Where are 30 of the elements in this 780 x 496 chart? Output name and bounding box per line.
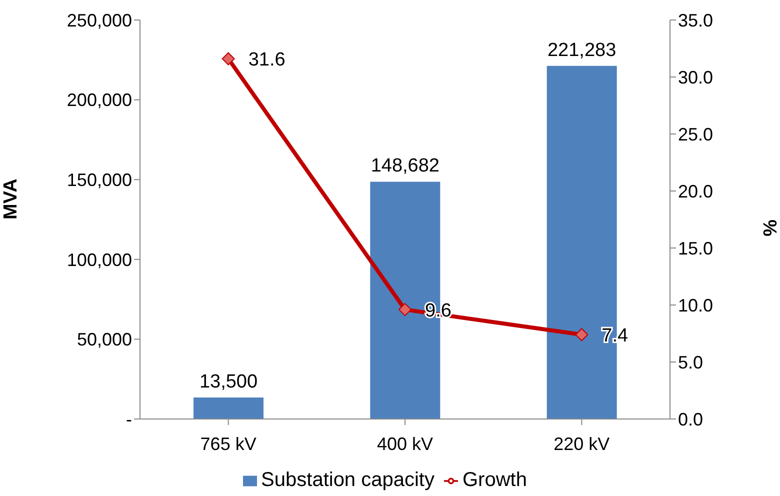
y-tick-label: 200,000	[66, 90, 132, 110]
point	[398, 303, 412, 316]
y-axis-title: MVA	[0, 178, 22, 220]
y-tick-label: 150,000	[66, 170, 132, 190]
y2-tick-label: 15.0	[678, 238, 714, 258]
y-tick-label: -	[126, 409, 132, 430]
point	[222, 52, 235, 66]
x-tick-label: 765 kV	[200, 434, 256, 454]
y2-tick-label: 20.0	[678, 181, 714, 202]
y2-tick-label: 5.0	[678, 352, 704, 372]
y2-axis-title: %	[760, 219, 780, 236]
point	[575, 328, 588, 342]
data-label: 13,500	[199, 371, 258, 392]
y2-tick-label: 10.0	[678, 295, 714, 316]
y-tick-label: 50,000	[76, 330, 132, 350]
y2-tick-label: 30.0	[678, 67, 714, 88]
y-tick-label: 250,000	[66, 10, 132, 30]
y2-tick-label: 25.0	[678, 124, 714, 144]
legend-label: Growth	[462, 469, 527, 491]
x-tick-label: 400 kV	[376, 434, 434, 454]
bar	[194, 397, 264, 419]
data-label: 9.6	[425, 300, 452, 322]
legend-label: Substation capacity	[261, 469, 434, 491]
y-tick-label: 100,000	[66, 250, 132, 270]
data-label: 31.6	[248, 50, 286, 71]
y2-tick-label: 0.0	[678, 409, 704, 430]
data-label: 148,682	[370, 156, 440, 177]
x-tick-label: 220 kV	[554, 434, 610, 454]
data-label: 221,283	[547, 40, 616, 61]
y2-tick-label: 35.0	[678, 10, 714, 30]
